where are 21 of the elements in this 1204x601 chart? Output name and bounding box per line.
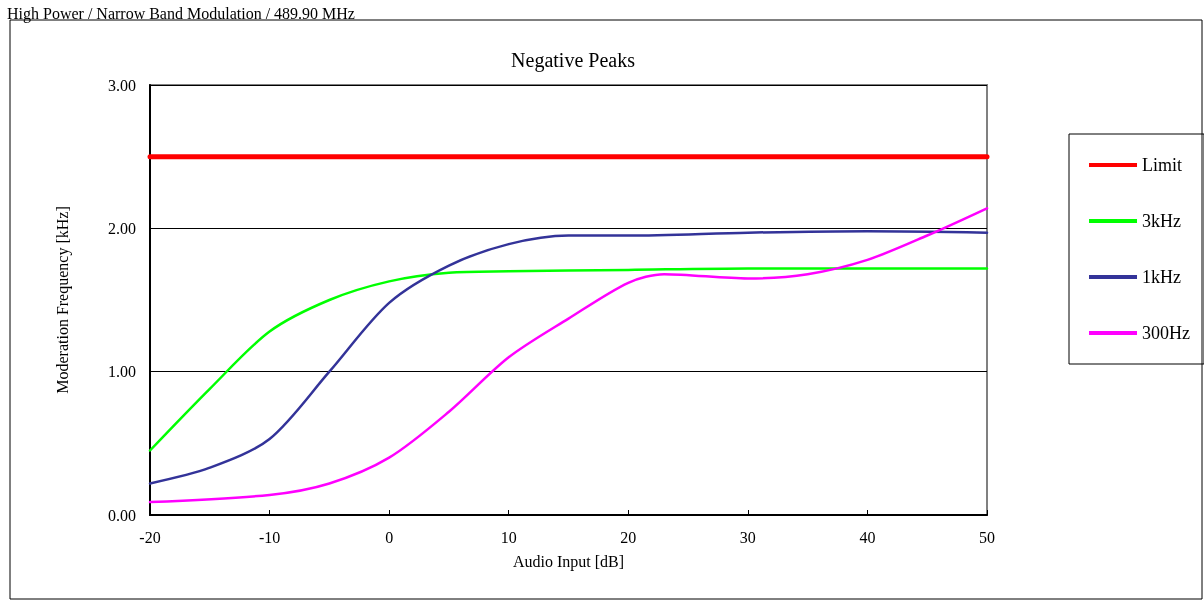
- chart-subtitle: High Power / Narrow Band Modulation / 489.90 MHz: [7, 4, 355, 23]
- y-tick-label: 3.00: [108, 76, 136, 94]
- legend-label: 3kHz: [1142, 211, 1182, 231]
- legend-label: 300Hz: [1142, 323, 1191, 343]
- y-tick-label: 0.00: [108, 506, 136, 524]
- y-axis-title: Moderation Frequency [kHz]: [53, 206, 72, 394]
- x-tick-label: 50: [979, 528, 995, 546]
- x-tick-label: 20: [620, 528, 637, 546]
- x-tick-label: 0: [385, 528, 394, 546]
- x-axis-title: Audio Input [dB]: [512, 552, 625, 571]
- y-tick-label: 1.00: [108, 363, 136, 381]
- x-tick-label: -20: [139, 528, 161, 546]
- x-tick-label: 10: [500, 528, 517, 546]
- line-series: [148, 267, 989, 452]
- legend-label: 1kHz: [1142, 267, 1182, 287]
- legend-label: Limit: [1142, 155, 1183, 175]
- y-tick-label: 2.00: [108, 219, 136, 237]
- x-tick-label: 30: [739, 528, 756, 546]
- x-tick-label: -10: [258, 528, 281, 546]
- chart-title: Negative Peaks: [511, 49, 636, 72]
- x-tick-label: 40: [859, 528, 876, 546]
